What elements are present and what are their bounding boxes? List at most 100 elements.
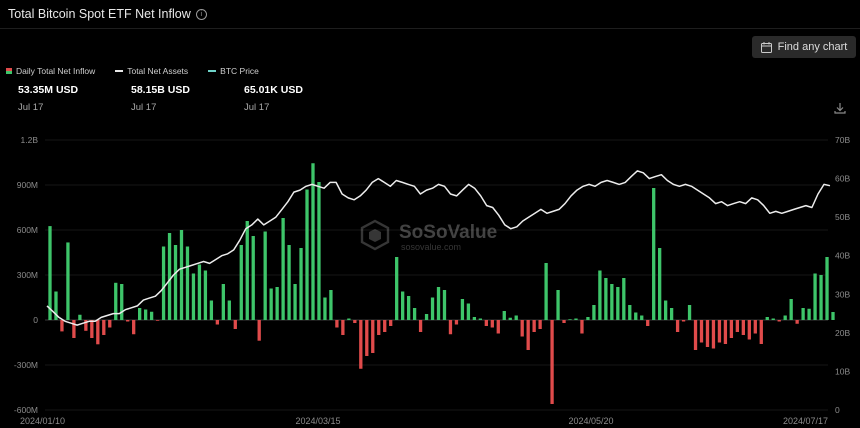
right-tick-label: 0	[835, 405, 840, 415]
right-tick-label: 30B	[835, 289, 850, 299]
x-axis: 2024/01/10 2024/03/15 2024/05/20 2024/07/17	[20, 416, 828, 426]
inflow-bar	[454, 320, 459, 325]
inflow-bar	[556, 290, 560, 320]
inflow-bar	[765, 317, 769, 320]
legend-swatch-inflow	[6, 68, 12, 74]
inflow-bar	[149, 311, 154, 320]
inflow-bar	[317, 182, 321, 320]
inflow-bar	[365, 320, 369, 356]
left-axis: 1.2B 900M 600M 300M 0 -300M -600M	[14, 135, 38, 415]
inflow-bar	[371, 320, 375, 353]
inflow-bar	[502, 311, 506, 320]
inflow-bar	[813, 273, 817, 320]
info-icon[interactable]: i	[195, 8, 207, 20]
inflow-bar	[430, 297, 435, 320]
x-tick-label: 2024/05/20	[568, 416, 613, 426]
inflow-bar	[783, 315, 787, 320]
inflow-bar	[245, 221, 249, 320]
right-tick-label: 40B	[835, 251, 850, 261]
inflow-bar	[496, 320, 500, 334]
inflow-bar	[143, 309, 148, 320]
header-divider	[0, 28, 860, 29]
inflow-bar	[538, 320, 542, 329]
stat-btc-price-value: 65.01K USD	[244, 84, 303, 96]
inflow-bar	[251, 236, 255, 320]
inflow-bar	[628, 305, 632, 320]
right-axis: 70B 60B 50B 40B 30B 20B 10B 0	[835, 135, 850, 415]
inflow-bar	[197, 264, 202, 320]
inflow-bar	[215, 320, 220, 325]
inflow-bar	[795, 320, 799, 324]
inflow-bar	[341, 320, 345, 335]
find-chart-button[interactable]: Find any chart	[752, 36, 856, 58]
inflow-bar	[526, 320, 530, 350]
left-tick-label: 1.2B	[21, 135, 39, 145]
legend-item-net-assets[interactable]: Total Net Assets	[115, 66, 188, 76]
left-tick-label: 0	[33, 315, 38, 325]
inflow-bar	[132, 320, 136, 335]
inflow-bar	[126, 320, 130, 322]
legend-swatch-btc-price	[208, 70, 217, 72]
inflow-bar	[801, 308, 805, 320]
inflow-bar	[747, 320, 751, 340]
left-tick-label: 300M	[17, 270, 38, 280]
stat-btc-price-date: Jul 17	[244, 102, 270, 113]
inflow-bar	[78, 314, 82, 320]
inflow-bar	[520, 320, 524, 337]
inflow-bar	[586, 317, 590, 320]
inflow-bar	[96, 320, 100, 345]
inflow-bar	[646, 320, 650, 326]
inflow-bar	[185, 246, 190, 320]
sosovalue-logo	[360, 219, 390, 251]
inflow-bar	[460, 299, 465, 320]
inflow-bar	[735, 320, 740, 332]
inflow-bar	[478, 318, 483, 320]
legend-label-btc-price: BTC Price	[220, 66, 259, 76]
stat-net-assets: 58.15B USD Jul 17	[131, 84, 244, 113]
inflow-bar	[275, 287, 279, 320]
inflow-bar	[239, 245, 243, 320]
inflow-bar	[305, 189, 309, 320]
inflow-bar	[669, 308, 674, 320]
inflow-bar	[598, 270, 602, 320]
watermark-url: sosovalue.com	[401, 242, 461, 252]
inflow-bar	[102, 320, 106, 335]
inflow-bar	[54, 291, 58, 320]
inflow-bar	[681, 320, 686, 322]
inflow-bar	[406, 296, 411, 320]
inflow-bar	[604, 278, 608, 320]
inflow-bar	[84, 320, 88, 331]
inflow-bar	[490, 320, 494, 328]
inflow-bar	[562, 320, 566, 323]
chart-title: Total Bitcoin Spot ETF Net Inflow	[8, 7, 191, 21]
net-assets-line-group	[46, 170, 831, 326]
watermark-name: SoSoValue	[399, 222, 497, 243]
inflow-bar	[233, 320, 237, 329]
download-icon[interactable]	[834, 102, 846, 114]
inflow-bar	[329, 290, 333, 320]
inflow-bar	[693, 320, 698, 350]
inflow-bar	[60, 320, 64, 332]
x-tick-label: 2024/03/15	[295, 416, 340, 426]
inflow-bar	[789, 299, 793, 320]
legend-item-inflow[interactable]: Daily Total Net Inflow	[6, 66, 95, 76]
inflow-bar	[161, 246, 166, 320]
inflow-bar	[550, 320, 554, 404]
stat-net-assets-date: Jul 17	[131, 102, 157, 113]
inflow-bar	[173, 245, 178, 320]
inflow-bar	[167, 233, 172, 320]
inflow-bar	[335, 320, 339, 328]
inflow-bar	[568, 319, 572, 320]
inflow-bar	[400, 291, 405, 320]
left-tick-label: -600M	[14, 405, 38, 415]
inflow-bar	[675, 320, 680, 332]
legend-item-btc-price[interactable]: BTC Price	[208, 66, 259, 76]
inflow-bar	[574, 318, 578, 320]
inflow-bar	[323, 297, 327, 320]
inflow-bar	[819, 275, 823, 320]
inflow-bar	[257, 320, 261, 341]
inflow-bar	[616, 287, 620, 320]
right-tick-label: 10B	[835, 366, 850, 376]
inflow-bar	[221, 284, 225, 320]
inflow-bar	[759, 320, 763, 344]
